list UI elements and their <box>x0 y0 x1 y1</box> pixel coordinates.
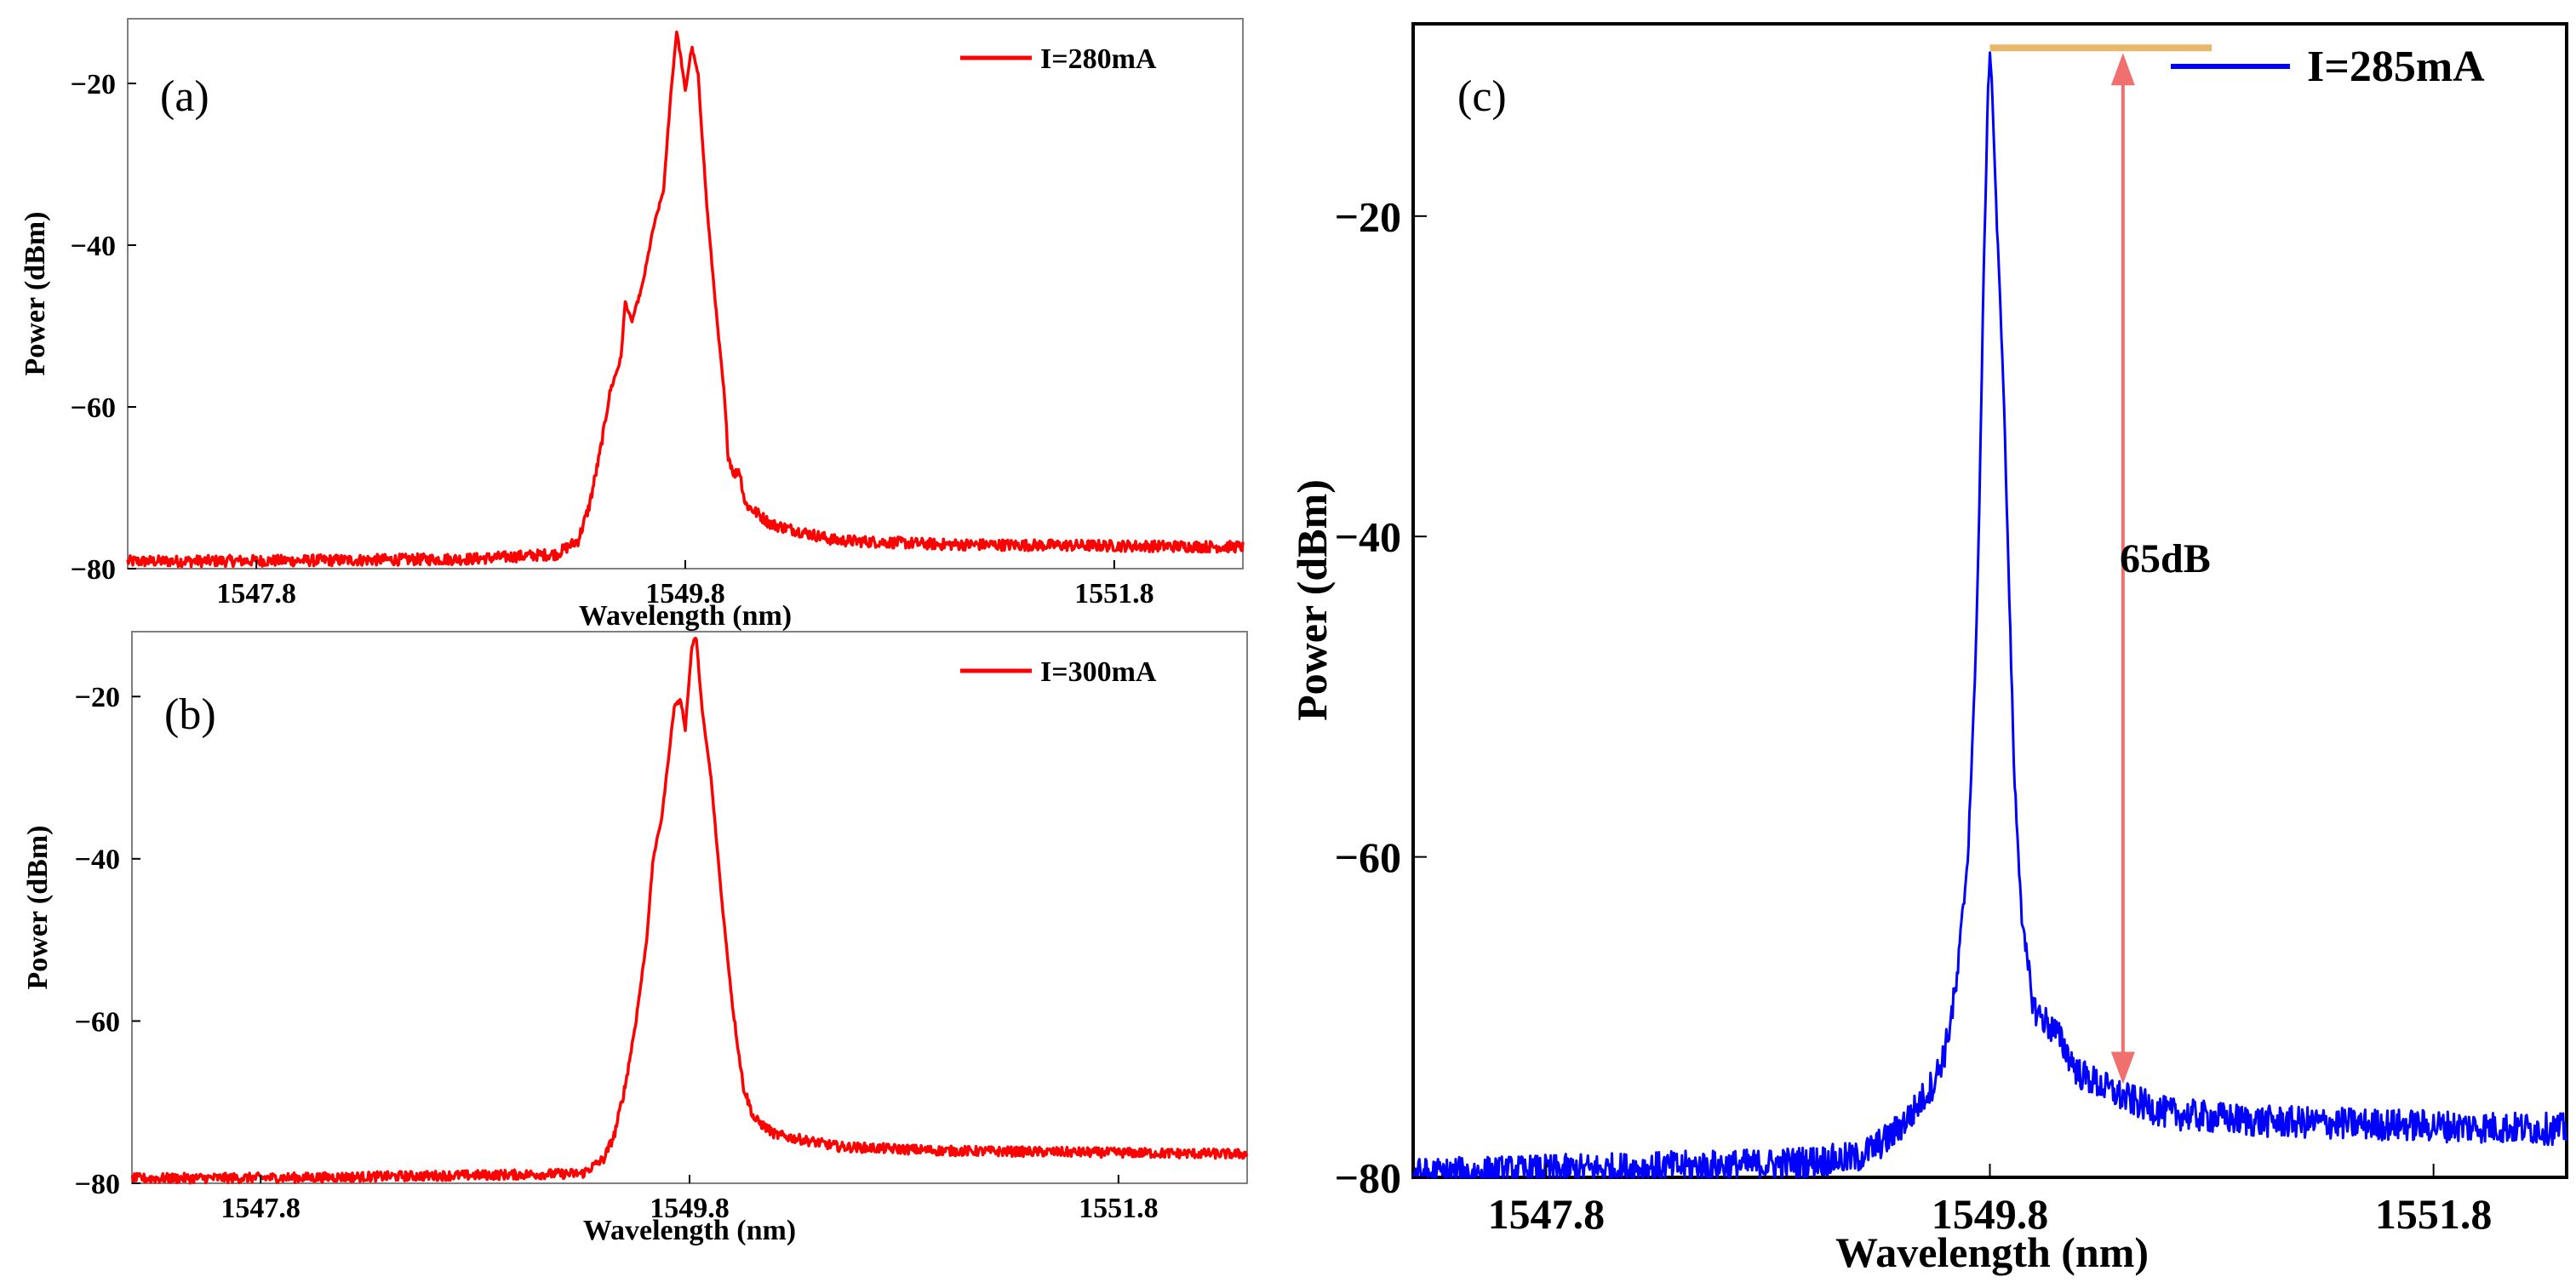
y-tick-label: −60 <box>71 392 116 424</box>
y-tick-label: −80 <box>71 554 116 586</box>
series-layer-b <box>130 636 1249 1185</box>
x-ticks-c: 1547.8 1549.8 1551.8 <box>1488 1164 2493 1238</box>
plot-frame-b <box>131 631 1248 1184</box>
x-tick-label: 1551.8 <box>2375 1190 2493 1238</box>
legend-label-a: I=280mA <box>1040 43 1157 75</box>
y-axis-label-b: Power (dBm) <box>22 826 54 990</box>
y-ticks-a: −20 −40 −60 −80 <box>71 69 136 586</box>
series-line-a <box>126 30 1245 569</box>
legend-label-c: I=285mA <box>2307 43 2485 91</box>
arrow-head-top-icon <box>2110 53 2135 86</box>
y-axis-label-a: Power (dBm) <box>20 212 51 376</box>
x-tick-label: 1551.8 <box>1079 1193 1159 1224</box>
y-ticks-b: −20 −40 −60 −80 <box>75 682 140 1200</box>
dynamic-range-label: 65dB <box>2120 536 2211 581</box>
x-ticks-b: 1547.8 1549.8 1551.8 <box>220 1175 1159 1224</box>
y-axis-label-c: Power (dBm) <box>1288 479 1336 721</box>
y-tick-label: −80 <box>1335 1154 1402 1202</box>
y-tick-label: −20 <box>1335 192 1402 240</box>
y-tick-label: −40 <box>71 231 116 262</box>
series-line-c <box>1411 51 2568 1179</box>
x-axis-label-c: Wavelength (nm) <box>1835 1228 2149 1276</box>
y-tick-label: −20 <box>71 69 116 100</box>
series-layer-c <box>1411 51 2568 1179</box>
panel-c: −20 −40 −60 −80 1547.8 1549.8 1551.8 (c) I=28… <box>1288 22 2568 1276</box>
panel-b: −20 −40 −60 −80 1547.8 1549.8 1551.8 (b) I=30… <box>22 631 1249 1246</box>
plot-frame-a <box>127 18 1244 570</box>
panel-label-c: (c) <box>1457 72 1507 121</box>
x-tick-label: 1547.8 <box>1488 1190 1606 1238</box>
y-tick-label: −40 <box>1335 513 1402 561</box>
y-tick-label: −40 <box>75 844 120 876</box>
x-tick-label: 1547.8 <box>220 1193 301 1224</box>
y-tick-label: −20 <box>75 682 120 713</box>
arrow-head-bottom-icon <box>2110 1051 2135 1085</box>
legend-label-b: I=300mA <box>1040 656 1157 688</box>
y-tick-label: −60 <box>1335 833 1402 881</box>
x-axis-label-a: Wavelength (nm) <box>579 600 792 632</box>
y-tick-label: −80 <box>75 1169 120 1200</box>
plot-frame-c <box>1411 22 2568 1179</box>
panel-a: −20 −40 −60 −80 1547.8 1549.8 1551.8 (a) I=28… <box>20 18 1245 632</box>
x-tick-label: 1547.8 <box>216 578 296 610</box>
x-tick-label: 1551.8 <box>1074 578 1154 610</box>
x-tick-label: 1549.8 <box>650 1193 730 1224</box>
series-line-b <box>130 636 1249 1185</box>
x-axis-label-b: Wavelength (nm) <box>583 1215 796 1246</box>
panel-label-b: (b) <box>164 690 216 739</box>
panel-label-a: (a) <box>160 72 209 121</box>
y-tick-label: −60 <box>75 1006 120 1038</box>
x-tick-label: 1549.8 <box>645 578 725 610</box>
x-ticks-a: 1547.8 1549.8 1551.8 <box>216 560 1154 610</box>
series-layer-a <box>126 30 1245 569</box>
x-tick-label: 1549.8 <box>1932 1190 2049 1238</box>
y-ticks-c: −20 −40 −60 −80 <box>1335 192 1427 1202</box>
